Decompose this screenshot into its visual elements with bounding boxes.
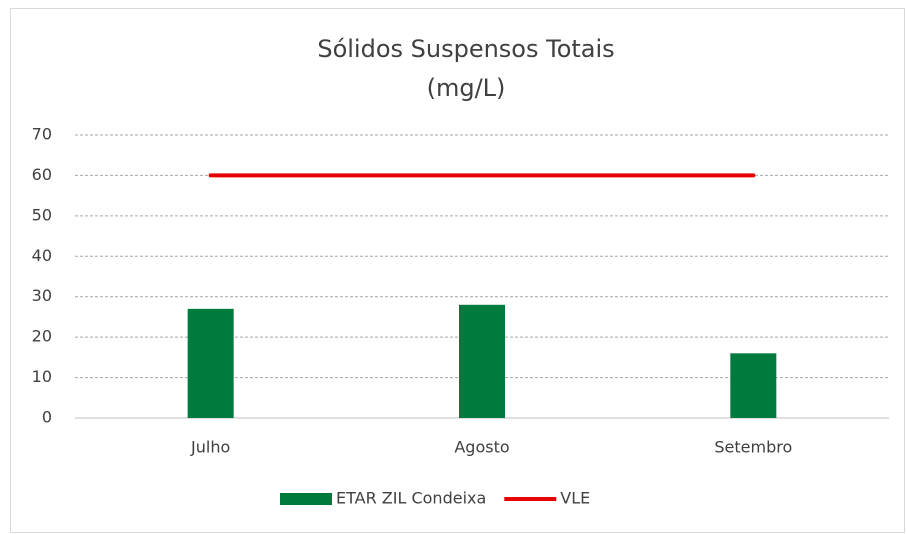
legend-swatch bbox=[280, 493, 332, 505]
x-tick-label: Agosto bbox=[454, 438, 509, 457]
y-tick-label: 10 bbox=[32, 367, 52, 386]
y-tick-label: 20 bbox=[32, 327, 52, 346]
y-tick-label: 0 bbox=[42, 408, 52, 427]
x-tick-label: Setembro bbox=[714, 438, 792, 457]
legend-label: ETAR ZIL Condeixa bbox=[336, 489, 486, 508]
chart-subtitle: (mg/L) bbox=[427, 74, 506, 102]
y-tick-label: 50 bbox=[32, 205, 52, 224]
bar bbox=[730, 353, 777, 418]
bar bbox=[187, 308, 234, 418]
chart-title: Sólidos Suspensos Totais bbox=[317, 35, 614, 63]
bar bbox=[459, 304, 505, 418]
y-tick-label: 30 bbox=[32, 286, 52, 305]
y-tick-label: 40 bbox=[32, 246, 52, 265]
y-tick-label: 60 bbox=[32, 165, 52, 184]
x-tick-label: Julho bbox=[190, 438, 230, 457]
chart-frame bbox=[10, 8, 905, 533]
y-tick-label: 70 bbox=[32, 125, 52, 144]
legend-label: VLE bbox=[560, 489, 590, 508]
